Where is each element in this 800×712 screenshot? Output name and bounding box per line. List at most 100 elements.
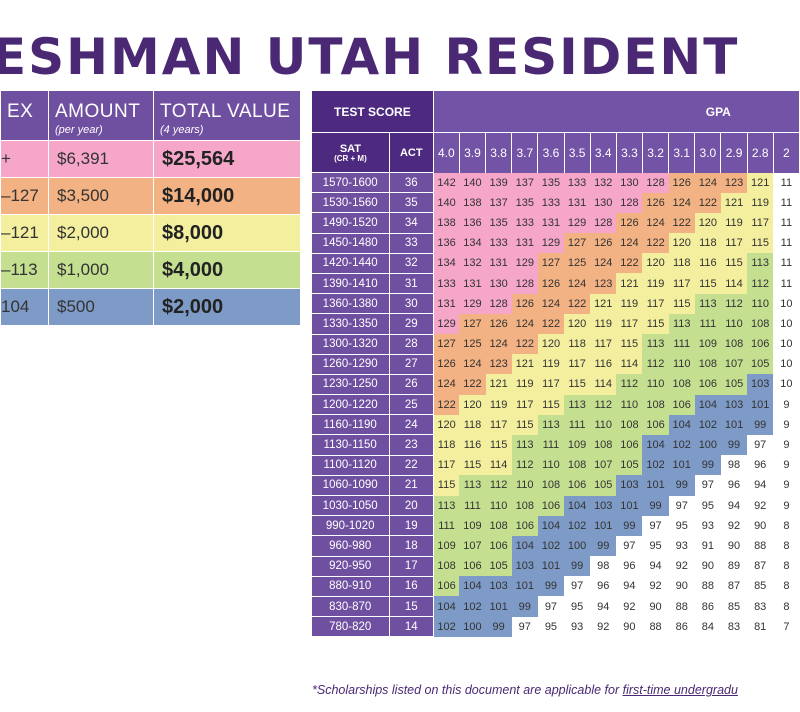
index-value: 104 <box>564 495 591 516</box>
index-value: 124 <box>642 212 669 234</box>
index-value: 81 <box>747 616 774 637</box>
index-value: 99 <box>537 576 565 597</box>
index-value: 102 <box>459 596 486 617</box>
index-value: 125 <box>459 334 486 355</box>
index-value: 90 <box>747 515 774 536</box>
index-value: 10 <box>773 293 800 314</box>
index-value: 128 <box>642 172 669 193</box>
index-value: 85 <box>720 596 748 617</box>
act-score: 36 <box>388 171 434 194</box>
index-value: 127 <box>459 313 486 334</box>
act-score: 31 <box>388 272 434 295</box>
award-table-header: EX AMOUNT (per year) TOTAL VALUE (4 year… <box>0 90 301 141</box>
index-value: 97 <box>511 616 538 637</box>
index-value: 90 <box>668 576 695 597</box>
index-value: 112 <box>747 273 774 294</box>
index-value: 112 <box>616 374 643 395</box>
page-title: ESHMAN UTAH RESIDENT <box>0 28 740 86</box>
index-value: 136 <box>459 212 486 234</box>
score-row: 1530-1560 35 140 138 137 135 133 131 130 128 126 12… <box>311 192 800 214</box>
index-value: 129 <box>511 253 538 274</box>
index-value: 120 <box>459 394 486 415</box>
index-value: 97 <box>747 434 774 456</box>
sat-range: 1260-1290 <box>311 353 390 375</box>
index-value: 9 <box>773 495 800 516</box>
score-row: 1420-1440 32 134 132 131 129 127 125 124 122 120 11… <box>311 252 800 274</box>
index-value: 104 <box>668 414 695 435</box>
sat-range: 1420-1440 <box>311 252 390 274</box>
index-value: 112 <box>642 354 669 375</box>
index-value: 113 <box>694 293 721 314</box>
index-value: 94 <box>747 475 774 496</box>
index-value: 109 <box>459 515 486 536</box>
index-value: 11 <box>773 273 800 294</box>
index-value: 108 <box>747 313 774 334</box>
index-value: 115 <box>668 293 695 314</box>
index-value: 111 <box>537 434 565 456</box>
index-value: 95 <box>694 495 721 516</box>
index-value: 134 <box>459 233 486 254</box>
index-value: 111 <box>694 313 721 334</box>
award-total: $8,000 <box>153 214 301 252</box>
index-value: 115 <box>694 273 721 294</box>
index-value: 11 <box>773 233 800 254</box>
index-value: 115 <box>459 455 486 476</box>
index-value: 126 <box>616 212 643 234</box>
index-value: 117 <box>537 374 565 395</box>
index-value: 131 <box>537 212 565 234</box>
gpa-column-header: 3.1 <box>668 132 696 173</box>
index-value: 106 <box>511 515 538 536</box>
index-value: 92 <box>668 556 695 577</box>
gpa-grid: TEST SCORE GPA SAT (CR + M) ACT 4.0 3.9 3.… <box>311 90 800 638</box>
index-value: 126 <box>433 354 460 375</box>
index-value: 108 <box>642 394 669 415</box>
index-value: 106 <box>459 556 486 577</box>
index-value: 115 <box>433 475 460 496</box>
index-value: 104 <box>433 596 460 617</box>
index-value: 86 <box>694 596 721 617</box>
sat-range: 830-870 <box>311 595 390 618</box>
index-value: 110 <box>747 293 774 314</box>
gpa-column-header: 3.6 <box>537 132 565 173</box>
act-score: 23 <box>388 434 434 456</box>
index-value: 115 <box>537 394 565 415</box>
index-value: 10 <box>773 334 800 355</box>
act-score: 27 <box>388 353 434 375</box>
index-value: 101 <box>511 576 538 597</box>
gpa-column-header: 3.9 <box>459 132 487 173</box>
index-value: 106 <box>564 475 591 496</box>
gpa-column-header: 4.0 <box>433 132 460 173</box>
index-value: 102 <box>668 434 695 456</box>
index-value: 96 <box>616 556 643 577</box>
index-value: 137 <box>511 172 538 193</box>
index-value: 111 <box>668 334 695 355</box>
gpa-column-header: 2.8 <box>747 132 774 173</box>
index-value: 99 <box>720 434 748 456</box>
index-value: 114 <box>590 374 617 395</box>
test-score-header: TEST SCORE <box>311 90 434 133</box>
index-value: 136 <box>433 233 460 254</box>
index-value: 11 <box>773 253 800 274</box>
index-value: 122 <box>511 334 538 355</box>
index-value: 124 <box>433 374 460 395</box>
index-value: 119 <box>720 212 748 234</box>
index-value: 10 <box>773 374 800 395</box>
index-value: 83 <box>720 616 748 637</box>
index-value: 83 <box>747 596 774 617</box>
index-value: 107 <box>720 354 748 375</box>
index-value: 108 <box>668 374 695 395</box>
award-index: –113 <box>0 251 49 289</box>
index-value: 11 <box>773 212 800 234</box>
index-value: 98 <box>720 455 748 476</box>
index-value: 11 <box>773 192 800 213</box>
index-value: 100 <box>459 616 486 637</box>
index-value: 131 <box>564 192 591 213</box>
index-value: 120 <box>694 212 721 234</box>
index-value: 122 <box>694 192 721 213</box>
score-row: 1200-1220 25 122 120 119 117 115 113 112 110 108 10… <box>311 394 800 416</box>
score-row: 1060-1090 21 115 113 112 110 108 106 105 103 101 99… <box>311 474 800 497</box>
index-value: 90 <box>642 596 669 617</box>
act-score: 33 <box>388 232 434 254</box>
index-value: 112 <box>590 394 617 415</box>
index-value: 115 <box>616 334 643 355</box>
